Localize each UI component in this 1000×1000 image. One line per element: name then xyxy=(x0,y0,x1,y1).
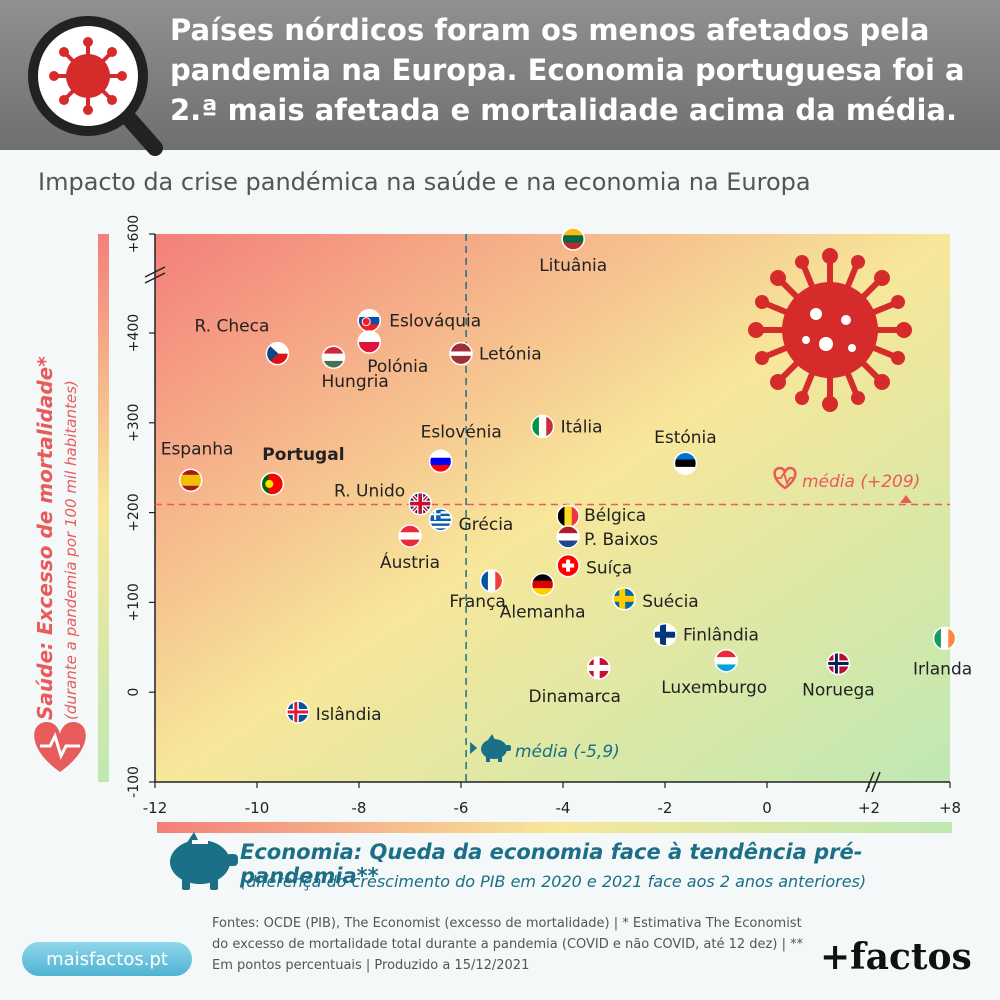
data-point: Suíça xyxy=(556,553,632,579)
y-tick-label: +600 xyxy=(126,215,142,253)
point-label: Áustria xyxy=(380,551,440,573)
x-tick-label: 0 xyxy=(762,799,772,817)
x-axis-break xyxy=(865,771,881,793)
health-axis-sublabel: (durante a pandemia por 100 mil habitant… xyxy=(62,380,80,720)
point-label: Bélgica xyxy=(584,506,646,526)
point-label: Luxemburgo xyxy=(661,678,767,698)
y-tick-label: +300 xyxy=(126,404,142,442)
data-point: Espanha xyxy=(161,439,234,493)
x-tick-label: -10 xyxy=(245,799,270,817)
health-axis-label: Saúde: Excesso de mortalidade* xyxy=(33,356,57,720)
brand-logo: +factos xyxy=(820,936,972,978)
data-point: Lituânia xyxy=(539,227,607,276)
point-label: Lituânia xyxy=(539,256,607,276)
x-tick-label: -8 xyxy=(352,799,367,817)
data-point: Portugal xyxy=(260,445,345,496)
point-label: Irlanda xyxy=(913,659,972,679)
x-tick-label: -6 xyxy=(454,799,469,817)
header-title: Países nórdicos foram os menos afetados … xyxy=(170,13,965,127)
point-label: Islândia xyxy=(316,705,382,725)
point-label: Grécia xyxy=(459,515,514,535)
data-point: Alemanha xyxy=(500,572,586,622)
x-tick-label: +2 xyxy=(858,799,880,817)
data-point: França xyxy=(449,569,506,612)
economy-axis-sublabel: (diferença do crescimento do PIB em 2020… xyxy=(240,872,867,891)
health-color-bar xyxy=(98,234,109,782)
virus-magnifier-icon xyxy=(28,16,163,156)
point-label: Eslováquia xyxy=(389,312,481,332)
point-label: Estónia xyxy=(654,428,717,448)
sources-note: Fontes: OCDE (PIB), The Economist (exces… xyxy=(212,916,804,973)
y-tick-label: 0 xyxy=(126,688,142,697)
x-tick-label: -4 xyxy=(556,799,571,817)
data-point: Hungria xyxy=(322,345,389,392)
mean-x-label: média (-5,9) xyxy=(515,742,620,762)
data-point: Bélgica xyxy=(556,504,646,528)
heart-icon xyxy=(773,466,797,490)
data-point: Letónia xyxy=(449,341,542,366)
data-point: Finlândia xyxy=(653,622,759,647)
y-axis-break xyxy=(144,266,166,284)
x-tick-label: -12 xyxy=(143,799,168,817)
point-label: R. Checa xyxy=(195,317,270,337)
data-point: Itália xyxy=(530,414,603,439)
mean-y-marker xyxy=(900,495,912,503)
data-point: Eslováquia xyxy=(357,308,481,333)
data-point: Irlanda xyxy=(913,626,972,679)
point-label: Hungria xyxy=(322,372,389,392)
point-label: Suécia xyxy=(642,592,699,612)
point-label: Polónia xyxy=(367,357,428,377)
data-point: Eslovénia xyxy=(421,422,502,474)
x-tick-label: +8 xyxy=(939,799,961,817)
data-point: Suécia xyxy=(612,587,699,612)
mean-x-marker xyxy=(470,742,478,754)
site-link[interactable]: maisfactos.pt xyxy=(22,942,192,976)
data-point: Áustria xyxy=(380,524,440,573)
economy-piggy-icon xyxy=(170,832,238,890)
point-label: Eslovénia xyxy=(421,422,502,442)
data-point: Dinamarca xyxy=(529,656,621,707)
data-point: Estónia xyxy=(654,428,717,475)
virus-icon xyxy=(748,248,912,412)
point-label: Itália xyxy=(561,417,603,437)
data-point: Noruega xyxy=(802,651,875,700)
y-tick-label: +200 xyxy=(126,493,142,531)
data-point: Grécia xyxy=(428,508,514,535)
point-label: Noruega xyxy=(802,680,875,700)
data-point: Luxemburgo xyxy=(661,649,767,698)
point-label: Letónia xyxy=(479,345,542,365)
point-label: Espanha xyxy=(161,439,234,459)
piggy-bank-icon xyxy=(481,734,511,762)
x-tick-label: -2 xyxy=(658,799,673,817)
point-label: P. Baixos xyxy=(584,530,658,550)
point-label: Portugal xyxy=(262,445,344,465)
point-label: Dinamarca xyxy=(529,687,621,707)
header-banner: Países nórdicos foram os menos afetados … xyxy=(0,0,1000,156)
point-label: Suíça xyxy=(586,559,632,579)
chart-subtitle: Impacto da crise pandémica na saúde e na… xyxy=(38,168,811,196)
point-label: Alemanha xyxy=(500,602,586,622)
y-tick-label: +400 xyxy=(126,314,142,352)
mean-y-label: média (+209) xyxy=(802,472,920,492)
economy-axis-label: Economia: Queda da economia face à tendê… xyxy=(240,840,863,888)
health-heart-icon xyxy=(34,722,86,772)
point-label: França xyxy=(449,592,506,612)
data-point: R. Unido xyxy=(334,482,432,516)
data-point: R. Checa xyxy=(195,317,290,366)
y-tick-label: +100 xyxy=(126,583,142,621)
economy-color-bar xyxy=(157,822,952,833)
point-label: Finlândia xyxy=(683,626,759,646)
data-point: P. Baixos xyxy=(556,525,658,550)
data-point: Polónia xyxy=(357,330,428,377)
point-label: R. Unido xyxy=(334,482,405,502)
data-point: Islândia xyxy=(286,700,382,725)
y-tick-label: -100 xyxy=(126,766,142,798)
